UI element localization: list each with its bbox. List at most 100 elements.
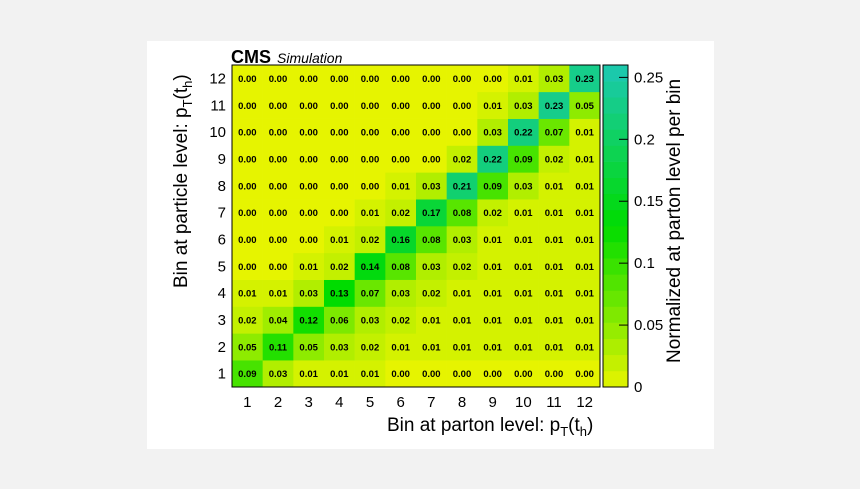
x-tick-label: 9 <box>488 394 496 411</box>
heatmap-cell <box>385 172 417 200</box>
heatmap-cell <box>385 65 417 93</box>
heatmap-cell <box>538 172 570 200</box>
cell-value-label: 0.00 <box>269 154 288 165</box>
heatmap-cell <box>293 252 325 280</box>
cell-value-label: 0.01 <box>299 369 318 380</box>
x-tick-label: 8 <box>458 394 466 411</box>
x-tick-label: 4 <box>335 394 343 411</box>
heatmap-cell <box>446 172 478 200</box>
cell-value-label: 0.01 <box>330 235 349 246</box>
cell-value-label: 0.00 <box>299 181 318 192</box>
cell-value-label: 0.00 <box>238 235 257 246</box>
cell-value-label: 0.00 <box>391 101 410 112</box>
heatmap-cell <box>324 91 355 119</box>
x-axis-title-close: ) <box>587 415 593 436</box>
heatmap-cell <box>569 226 601 254</box>
heatmap-cell <box>477 145 509 173</box>
color-scale-segment <box>603 97 628 114</box>
heatmap-cell <box>446 333 478 361</box>
y-tick-label: 3 <box>218 312 226 329</box>
cell-value-label: 0.01 <box>514 74 533 85</box>
cell-value-label: 0.00 <box>391 74 410 85</box>
heatmap-cell <box>354 360 386 388</box>
heatmap-cell <box>416 145 447 173</box>
color-scale-segment <box>603 129 628 146</box>
heatmap-cell <box>232 252 263 280</box>
heatmap-cell <box>262 252 294 280</box>
x-tick-label: 11 <box>546 394 562 411</box>
heatmap-cell <box>262 118 294 146</box>
x-axis-ticks: 1 2 3 4 5 6 7 8 9 10 11 12 <box>243 394 593 411</box>
x-tick-label: 2 <box>274 394 282 411</box>
cell-value-label: 0.08 <box>391 262 410 273</box>
x-axis-title-arg: (t <box>568 415 580 436</box>
x-tick-label: 10 <box>515 394 532 411</box>
cell-value-label: 0.05 <box>238 342 257 353</box>
cell-value-label: 0.03 <box>422 181 441 192</box>
cell-value-label: 0.02 <box>422 289 441 300</box>
heatmap-cell <box>385 333 417 361</box>
cell-value-label: 0.00 <box>299 154 318 165</box>
heatmap-cell <box>385 252 417 280</box>
cell-value-label: 0.03 <box>453 235 472 246</box>
cell-value-label: 0.00 <box>453 74 472 85</box>
cell-value-label: 0.00 <box>238 128 257 139</box>
heatmap-cell <box>508 145 539 173</box>
y-axis-title-sub: T <box>180 99 195 107</box>
heatmap-cell <box>446 199 478 227</box>
heatmap-cell <box>293 118 325 146</box>
heatmap-cell <box>262 91 294 119</box>
heatmap-cell <box>354 145 386 173</box>
y-tick-label: 6 <box>218 231 226 248</box>
cell-value-label: 0.02 <box>330 262 349 273</box>
cell-value-label: 0.01 <box>545 208 564 219</box>
cell-value-label: 0.01 <box>575 342 594 353</box>
heatmap-cell <box>232 360 263 388</box>
cell-value-label: 0.02 <box>238 315 257 326</box>
cell-value-label: 0.00 <box>422 101 441 112</box>
heatmap-cell <box>324 226 355 254</box>
cell-value-label: 0.02 <box>453 262 472 273</box>
heatmap-cell <box>569 65 601 93</box>
cell-value-label: 0.08 <box>422 235 441 246</box>
heatmap-cell <box>508 91 539 119</box>
heatmap-cell <box>477 279 509 307</box>
cell-value-label: 0.17 <box>422 208 441 219</box>
cell-value-label: 0.00 <box>269 101 288 112</box>
cell-value-label: 0.00 <box>330 181 349 192</box>
heatmap-cell <box>508 279 539 307</box>
cell-value-label: 0.04 <box>269 315 288 326</box>
cell-value-label: 0.00 <box>483 369 502 380</box>
cell-value-label: 0.00 <box>238 154 257 165</box>
cell-value-label: 0.00 <box>299 74 318 85</box>
cell-value-label: 0.01 <box>575 181 594 192</box>
heatmap-cell <box>538 199 570 227</box>
cell-value-label: 0.11 <box>269 342 288 353</box>
heatmap-cell <box>416 199 447 227</box>
heatmap-cell <box>232 91 263 119</box>
heatmap-cell <box>354 333 386 361</box>
color-scale-tick-label: 0.15 <box>634 193 663 210</box>
heatmap-cell <box>446 91 478 119</box>
cell-value-label: 0.00 <box>269 74 288 85</box>
heatmap-cell <box>354 65 386 93</box>
cell-value-label: 0.13 <box>330 289 349 300</box>
heatmap-cell <box>508 118 539 146</box>
cell-value-label: 0.00 <box>545 369 564 380</box>
x-tick-label: 1 <box>243 394 251 411</box>
cell-value-label: 0.07 <box>545 128 564 139</box>
y-tick-label: 8 <box>218 178 226 195</box>
heatmap-cell <box>385 91 417 119</box>
cell-value-label: 0.01 <box>545 235 564 246</box>
heatmap-cell <box>477 360 509 388</box>
cell-value-label: 0.03 <box>514 181 533 192</box>
y-tick-label: 9 <box>218 151 226 168</box>
cell-value-label: 0.03 <box>422 262 441 273</box>
heatmap-cell <box>538 145 570 173</box>
heatmap-cell <box>262 279 294 307</box>
heatmap-cell <box>569 118 601 146</box>
heatmap-cell <box>293 145 325 173</box>
cell-value-label: 0.01 <box>514 262 533 273</box>
cell-value-label: 0.01 <box>545 289 564 300</box>
heatmap-cell <box>293 172 325 200</box>
